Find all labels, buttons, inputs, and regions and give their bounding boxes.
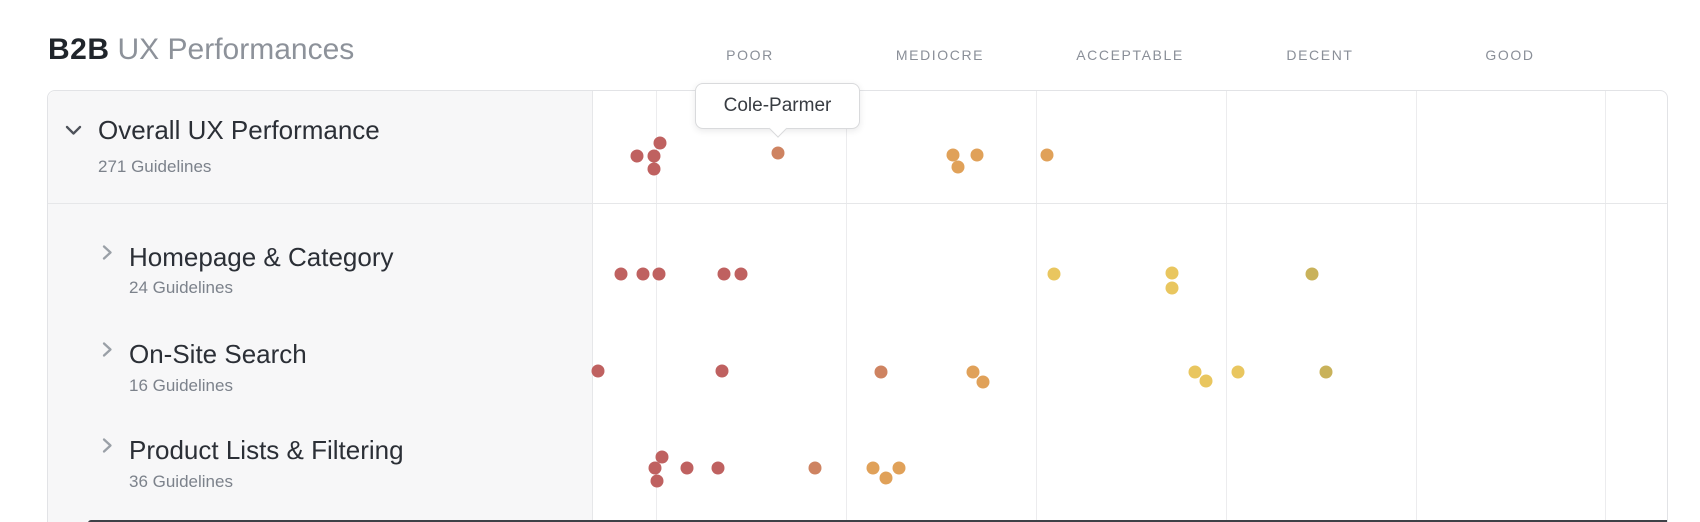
scatter-dot[interactable] (680, 461, 694, 475)
scatter-dot[interactable] (1040, 148, 1054, 162)
row-subtitle: 271 Guidelines (98, 157, 212, 176)
row-subtitle: 36 Guidelines (129, 472, 233, 491)
scatter-dot[interactable] (1199, 374, 1213, 388)
scatter-dot[interactable] (636, 267, 650, 281)
scatter-dot[interactable] (951, 160, 965, 174)
scatter-dot[interactable] (1231, 365, 1245, 379)
scatter-dot[interactable] (866, 461, 880, 475)
scatter-dot[interactable] (711, 461, 725, 475)
scatter-dot[interactable] (1047, 267, 1061, 281)
row-separator (48, 203, 1667, 204)
scatter-dot[interactable] (879, 471, 893, 485)
gridline (1416, 91, 1417, 522)
chevron-right-icon[interactable] (101, 244, 113, 261)
chevron-down-icon[interactable] (65, 124, 82, 136)
scatter-dot[interactable] (946, 148, 960, 162)
site-tooltip: Cole-Parmer (695, 83, 860, 129)
benchmark-panel: Overall UX Performance 271 Guidelines Ho… (47, 90, 1668, 522)
gridline (1226, 91, 1227, 522)
row-title: Homepage & Category (129, 242, 394, 272)
category-sidebar (48, 91, 593, 522)
scatter-dot[interactable] (653, 136, 667, 150)
scatter-dot[interactable] (715, 364, 729, 378)
row-title: On-Site Search (129, 339, 307, 369)
scatter-dot[interactable] (771, 146, 785, 160)
scatter-dot[interactable] (976, 375, 990, 389)
column-header-mediocre: MEDIOCRE (895, 47, 985, 63)
column-header-decent: DECENT (1286, 47, 1354, 63)
scatter-dot[interactable] (734, 267, 748, 281)
column-header-good: GOOD (1485, 47, 1535, 63)
gridline (1605, 91, 1606, 522)
scatter-dot[interactable] (1319, 365, 1333, 379)
scatter-dot[interactable] (655, 450, 669, 464)
gridline (656, 91, 657, 522)
scatter-dot[interactable] (892, 461, 906, 475)
scatter-dot[interactable] (966, 365, 980, 379)
scatter-dot[interactable] (874, 365, 888, 379)
scatter-dot[interactable] (648, 461, 662, 475)
gridline (1036, 91, 1037, 522)
scatter-dot[interactable] (591, 364, 605, 378)
scatter-dot[interactable] (1165, 266, 1179, 280)
tooltip-label: Cole-Parmer (723, 95, 832, 116)
scatter-dot[interactable] (970, 148, 984, 162)
chevron-right-icon[interactable] (101, 341, 113, 358)
column-header-poor: POOR (726, 47, 774, 63)
gridline (846, 91, 847, 522)
row-subtitle: 16 Guidelines (129, 376, 233, 395)
scatter-dot[interactable] (1305, 267, 1319, 281)
column-header-acceptable: ACCEPTABLE (1076, 47, 1184, 63)
page-title-light: UX Performances (117, 33, 355, 66)
row-subtitle: 24 Guidelines (129, 278, 233, 297)
scatter-dot[interactable] (647, 149, 661, 163)
scatter-dot[interactable] (717, 267, 731, 281)
chevron-right-icon[interactable] (101, 437, 113, 454)
page-title: B2B UX Performances (48, 33, 354, 67)
scatter-dot[interactable] (1165, 281, 1179, 295)
row-title: Product Lists & Filtering (129, 435, 404, 465)
scatter-dot[interactable] (630, 149, 644, 163)
scatter-dot[interactable] (652, 267, 666, 281)
row-title: Overall UX Performance (98, 115, 380, 145)
scatter-dot[interactable] (808, 461, 822, 475)
page-title-bold: B2B (48, 33, 110, 66)
scatter-dot[interactable] (614, 267, 628, 281)
scatter-dot[interactable] (647, 162, 661, 176)
next-section-edge (88, 520, 1667, 522)
scatter-dot[interactable] (650, 474, 664, 488)
scatter-dot[interactable] (1188, 365, 1202, 379)
